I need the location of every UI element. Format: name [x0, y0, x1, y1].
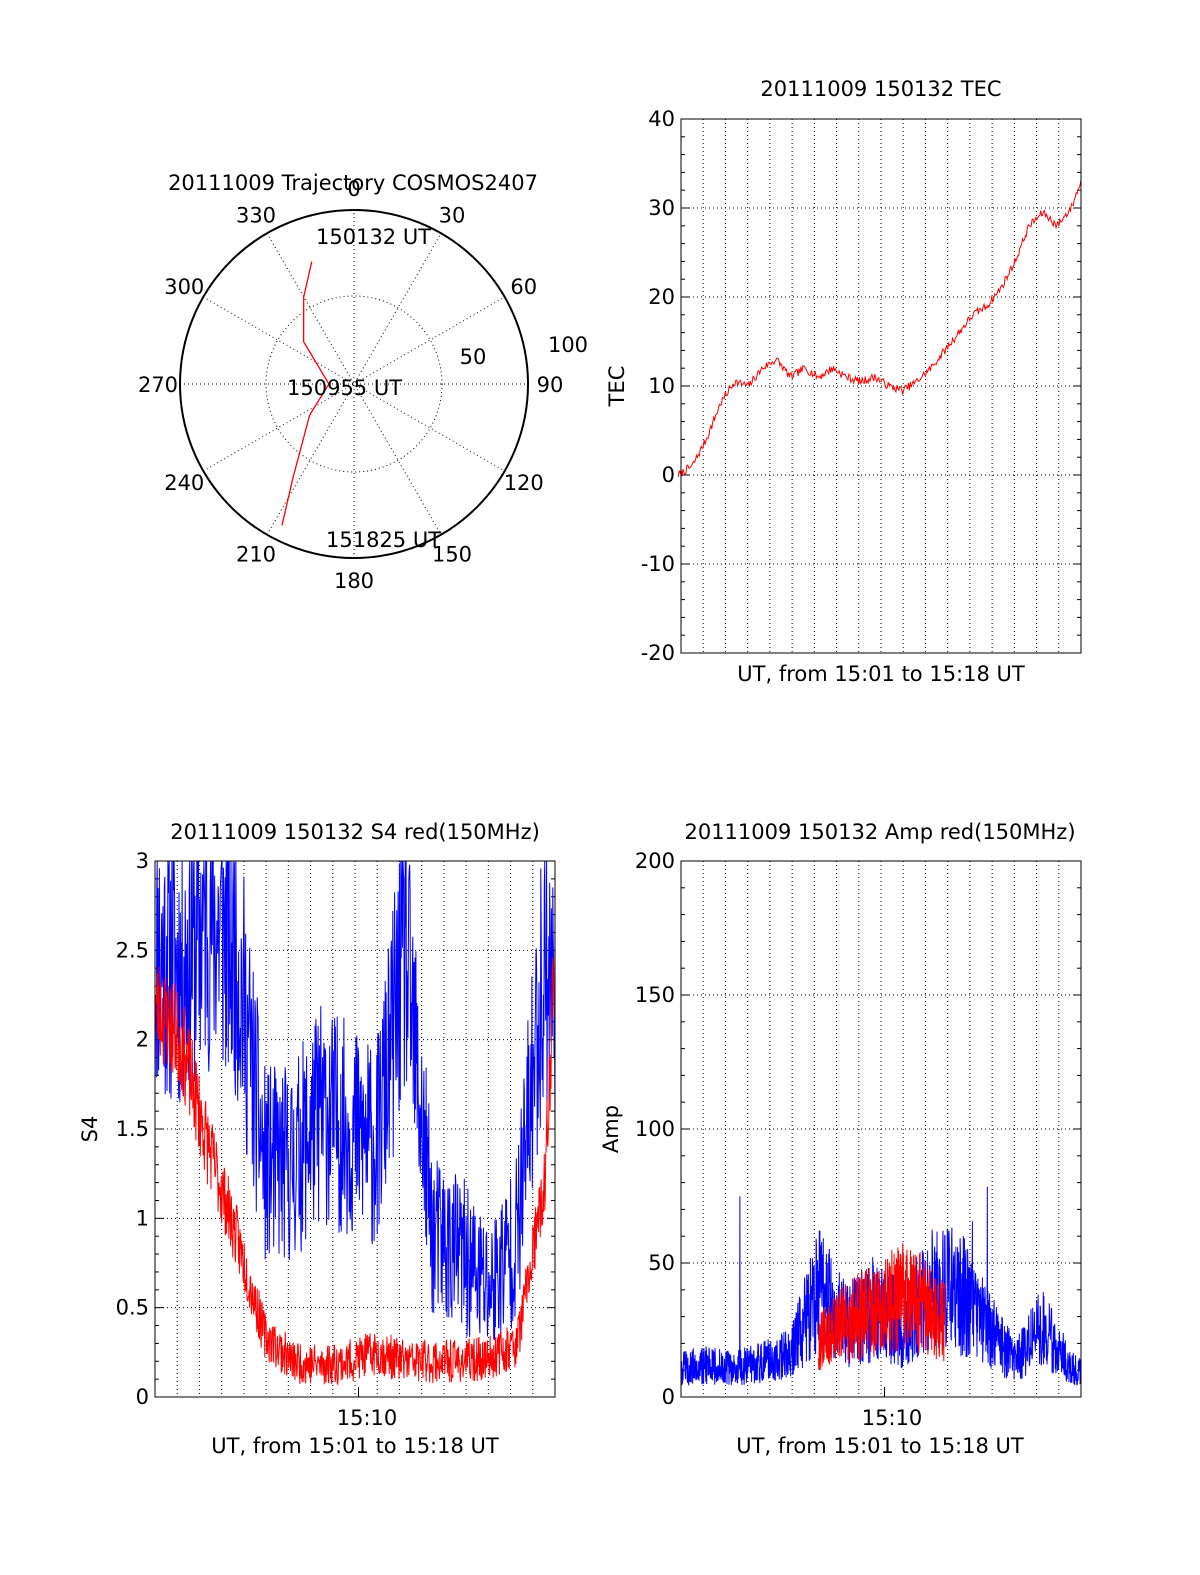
s4-ytick-label: 1.5 [116, 1117, 149, 1141]
amp-ylabel: Amp [599, 1105, 623, 1153]
amp-y-ticks: 0 50 100 150 200 [635, 849, 675, 1409]
tec-ytick-label: 30 [648, 196, 675, 220]
s4-xtick-1510: 15:10 [337, 1406, 398, 1430]
s4-ytick-label: 2 [136, 1028, 149, 1052]
tec-ytick-label: -10 [641, 552, 675, 576]
time-label-start: 150132 UT [316, 225, 431, 249]
s4-title: 20111009 150132 S4 red(150MHz) [170, 820, 540, 844]
polar-angle-label: 0 [347, 177, 360, 201]
tec-frame [680, 118, 1082, 654]
s4-panel: 20111009 150132 S4 red(150MHz) 0 0.5 1 1.5 2… [78, 820, 556, 1458]
polar-angle-label: 330 [236, 203, 276, 227]
polar-angle-label: 120 [504, 471, 544, 495]
amp-ytick-label: 200 [635, 849, 675, 873]
polar-angle-label: 210 [236, 543, 276, 567]
s4-ytick-label: 3 [136, 849, 149, 873]
amp-title: 20111009 150132 Amp red(150MHz) [684, 820, 1075, 844]
amp-ytick-label: 0 [662, 1385, 675, 1409]
tec-series [677, 179, 1082, 478]
trajectory-path [281, 261, 330, 526]
s4-ytick-label: 1 [136, 1206, 149, 1230]
polar-grid [179, 209, 529, 559]
s4-ytick-label: 0.5 [116, 1296, 149, 1320]
polar-angle-label: 30 [439, 203, 466, 227]
tec-ylabel: TEC [605, 366, 629, 408]
s4-ytick-label: 0 [136, 1385, 149, 1409]
tec-y-ticks: -20 -10 0 10 20 30 40 [641, 107, 675, 665]
polar-angle-label: 270 [138, 373, 178, 397]
s4-ylabel: S4 [78, 1116, 102, 1143]
polar-angle-label: 300 [164, 275, 204, 299]
tec-ytick-label: 10 [648, 374, 675, 398]
polar-angle-labels: 0 30 60 90 120 150 180 210 240 270 300 330 [138, 177, 563, 593]
s4-y-ticks: 0 0.5 1 1.5 2 2.5 3 [116, 849, 149, 1409]
time-label-end: 151825 UT [326, 528, 441, 552]
amp-panel: 20111009 150132 Amp red(150MHz) 0 50 100 15… [599, 820, 1082, 1458]
tec-ytick-label: 20 [648, 285, 675, 309]
amp-xtick-1510: 15:10 [862, 1406, 923, 1430]
polar-angle-label: 90 [537, 373, 564, 397]
tec-xlabel: UT, from 15:01 to 15:18 UT [737, 662, 1025, 686]
polar-angle-label: 240 [164, 471, 204, 495]
s4-frame [154, 860, 556, 1398]
s4-ytick-label: 2.5 [116, 938, 149, 962]
tec-ytick-label: 40 [648, 107, 675, 131]
amp-ytick-label: 50 [648, 1251, 675, 1275]
polar-trajectory-panel: 20111009 Trajectory COSMOS2407 0 30 60 90 12… [138, 171, 588, 593]
s4-xlabel: UT, from 15:01 to 15:18 UT [211, 1434, 499, 1458]
amp-frame [680, 860, 1082, 1398]
trajectory-line [281, 261, 330, 526]
polar-angle-label: 150 [432, 543, 472, 567]
tec-title: 20111009 150132 TEC [760, 77, 1001, 101]
s4-line-blue [154, 860, 556, 1341]
s4-line-red [154, 927, 556, 1386]
tec-ytick-label: -20 [641, 641, 675, 665]
polar-angle-label: 60 [510, 275, 537, 299]
tec-ytick-label: 0 [662, 463, 675, 487]
amp-grid [681, 860, 1081, 1398]
amp-xlabel: UT, from 15:01 to 15:18 UT [736, 1434, 1024, 1458]
polar-angle-label: 180 [334, 569, 374, 593]
radial-label-50: 50 [460, 345, 487, 369]
time-label-mid: 150955 UT [287, 376, 402, 400]
tec-line [677, 179, 1082, 478]
tec-grid [681, 118, 1081, 654]
amp-ytick-label: 100 [635, 1117, 675, 1141]
amp-series [680, 1186, 1082, 1386]
amp-ytick-label: 150 [635, 983, 675, 1007]
polar-inner-circle [265, 295, 443, 473]
radial-label-100: 100 [548, 333, 588, 357]
polar-title: 20111009 Trajectory COSMOS2407 [168, 171, 538, 195]
amp-line-red [818, 1243, 946, 1371]
